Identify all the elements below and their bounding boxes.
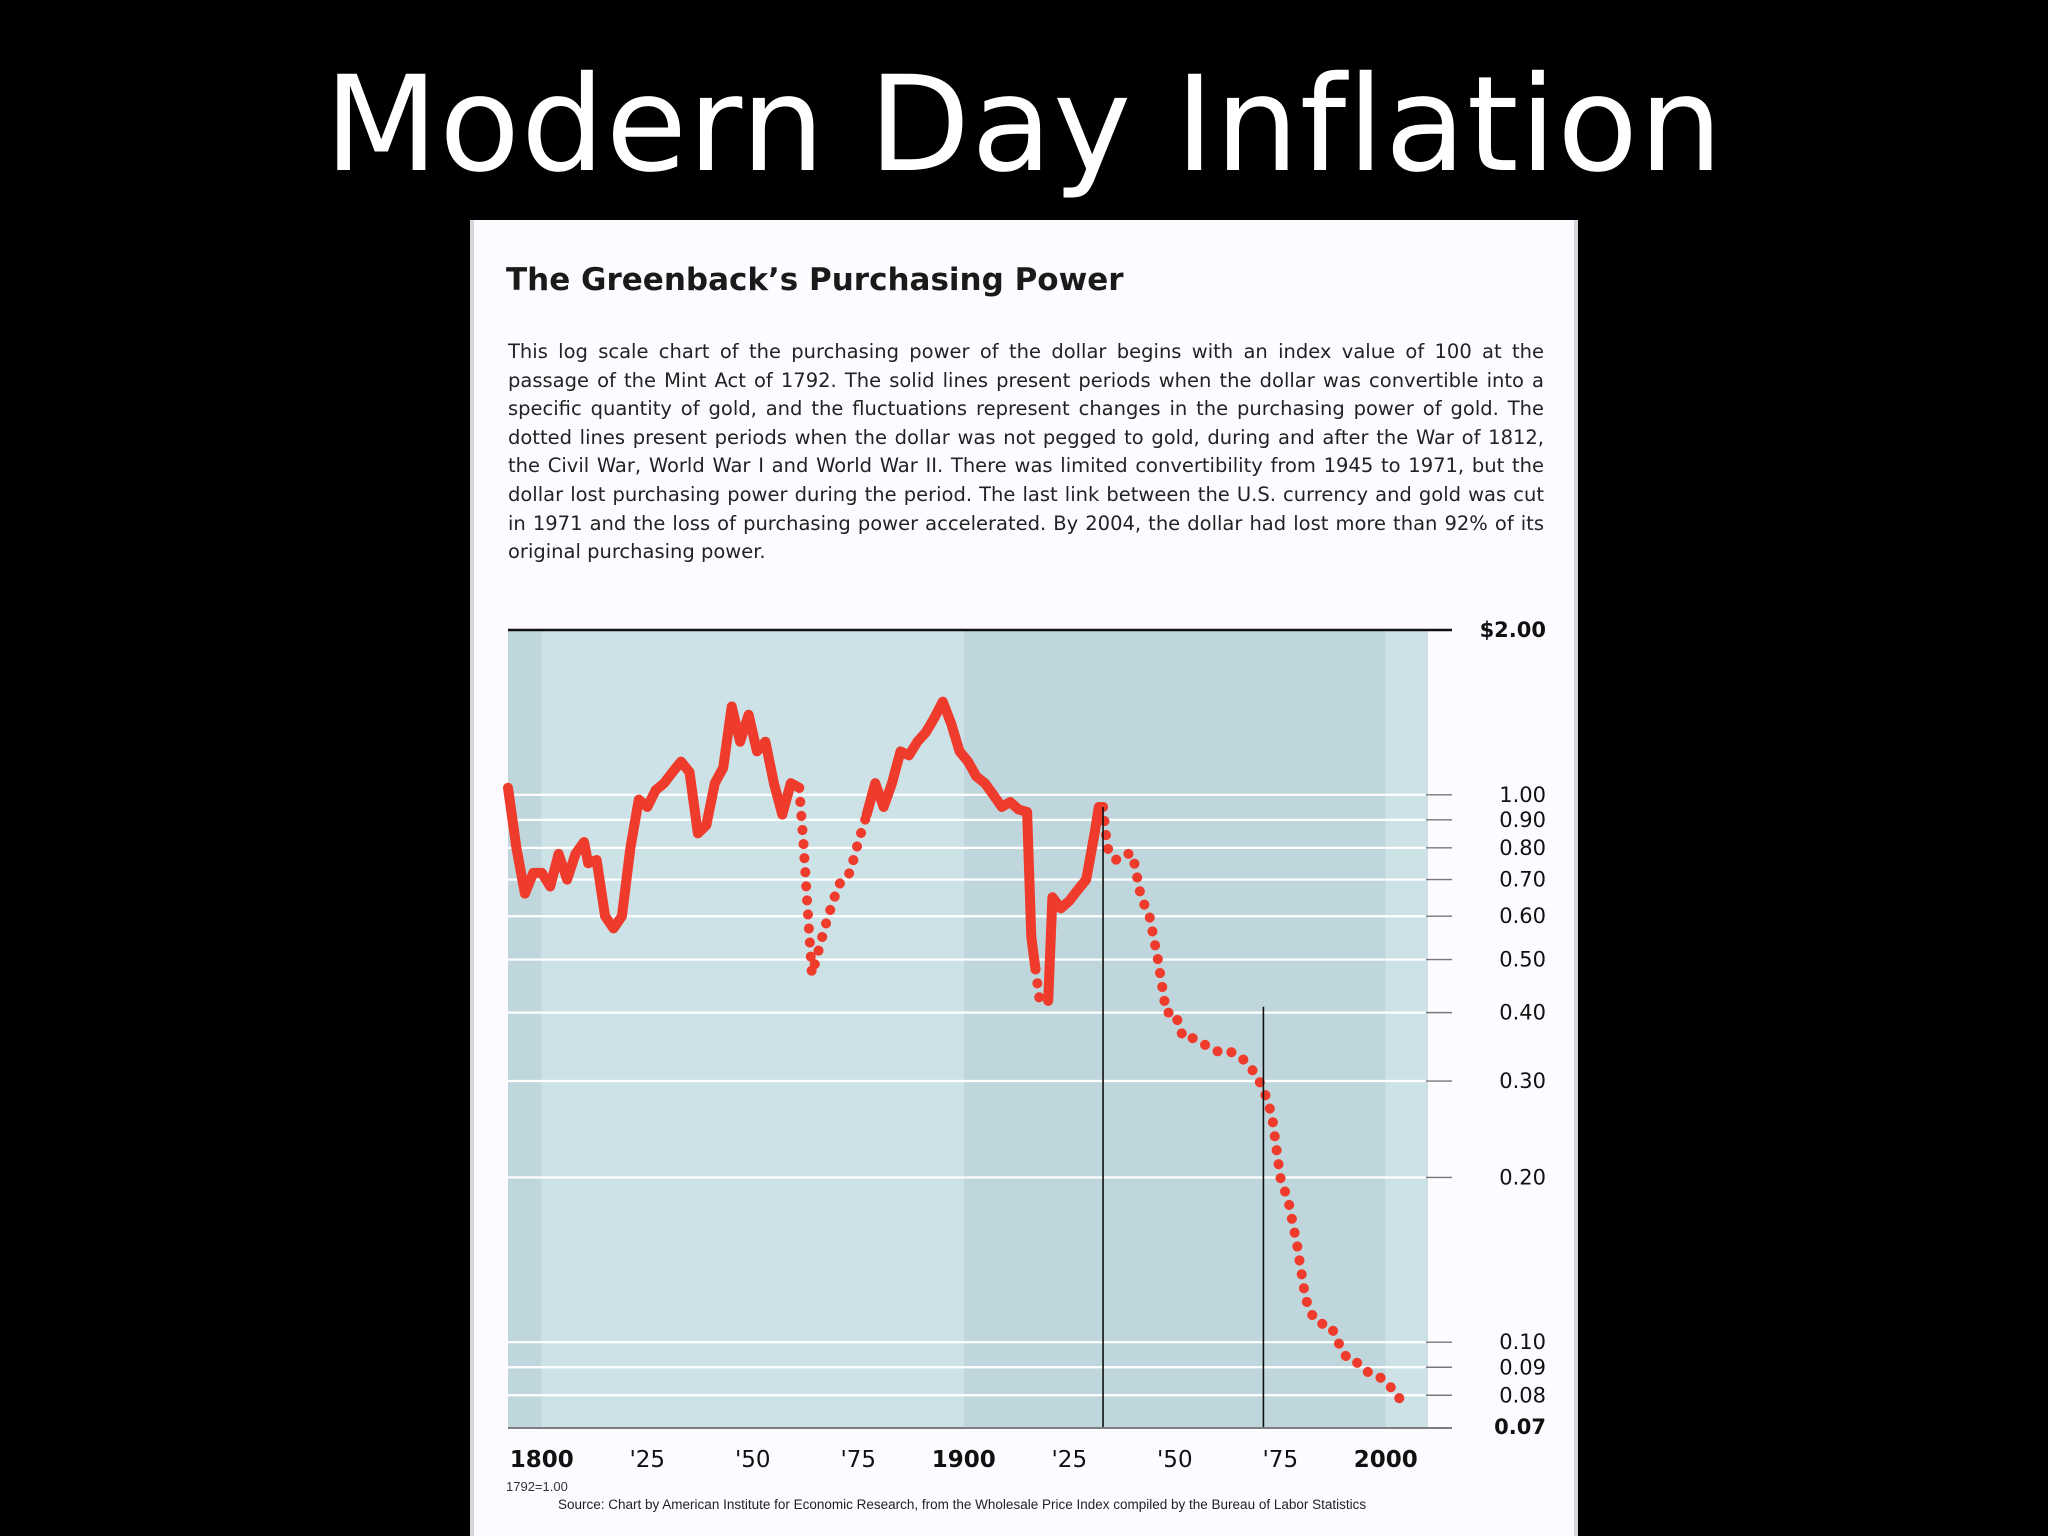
x-tick-label: 2000 [1354,1447,1418,1473]
solid-series-0 [503,782,594,899]
solid-series-1 [583,701,805,934]
purchasing-power-chart: $2.00 1.000.90 0.80 0.70 0.60 0.50 0.40 0.30 0.2… [503,618,1546,1473]
chart-panel: The Greenback’s Purchasing Power This lo… [470,220,1578,1536]
y-tick-label: 0.70 [1499,868,1546,892]
x-tick-label: '25 [1051,1447,1087,1473]
solid-series-6 [1043,802,1108,1006]
y-axis-ticks: $2.00 1.000.90 0.80 0.70 0.60 0.50 0.40 0.30 0.2… [1480,618,1546,1439]
y-tick-label: 0.50 [1499,948,1546,972]
gridlines [508,628,1452,1397]
y-tick-label: 0.90 [1499,808,1546,832]
shaded-bands [508,630,1428,1427]
x-axis-ticks: 1800 '25 '50 '75 1900 '25 '50 '75 2000 [508,1427,1452,1473]
x-tick-label: 1900 [932,1447,996,1473]
dotted-series-2 [794,782,872,980]
chart-title: The Greenback’s Purchasing Power [506,262,1124,298]
dotted-series-7 [1098,802,1408,1416]
x-tick-label: '75 [840,1447,876,1473]
y-tick-label: 0.10 [1499,1330,1546,1354]
x-tick-label: '50 [1157,1447,1193,1473]
y-tick-label: 0.30 [1499,1069,1546,1093]
shaded-band-0 [508,630,542,1427]
index-footnote: 1792=1.00 [506,1479,568,1494]
y-tick-label: 0.60 [1499,904,1546,928]
data-series [503,696,1408,1416]
source-note: Source: Chart by American Institute for … [558,1497,1367,1512]
x-tick-label: 1800 [510,1447,574,1473]
y-tick-label: 0.08 [1499,1383,1546,1407]
x-tick-label: '50 [735,1447,771,1473]
y-tick-label: 1.00 [1499,783,1546,807]
x-tick-label: '75 [1262,1447,1298,1473]
y-tick-label: 0.20 [1499,1165,1546,1189]
shaded-band-2 [963,630,1386,1427]
y-tick-label: 0.80 [1499,836,1546,860]
y-tick-label: 0.40 [1499,1001,1546,1025]
slide-title: Modern Day Inflation [324,48,1724,202]
x-tick-label: '25 [629,1447,665,1473]
solid-series-3 [861,696,1033,820]
chart-description: This log scale chart of the purchasing p… [508,340,1544,564]
y-tick-label: 0.07 [1494,1415,1546,1439]
y-tick-label: $2.00 [1480,618,1546,642]
shaded-band-3 [1385,630,1428,1427]
y-tick-label: 0.09 [1499,1355,1546,1379]
solid-series-4 [1022,807,1041,975]
reference-lines [1102,806,1265,1427]
dotted-series-5 [1030,964,1054,1006]
